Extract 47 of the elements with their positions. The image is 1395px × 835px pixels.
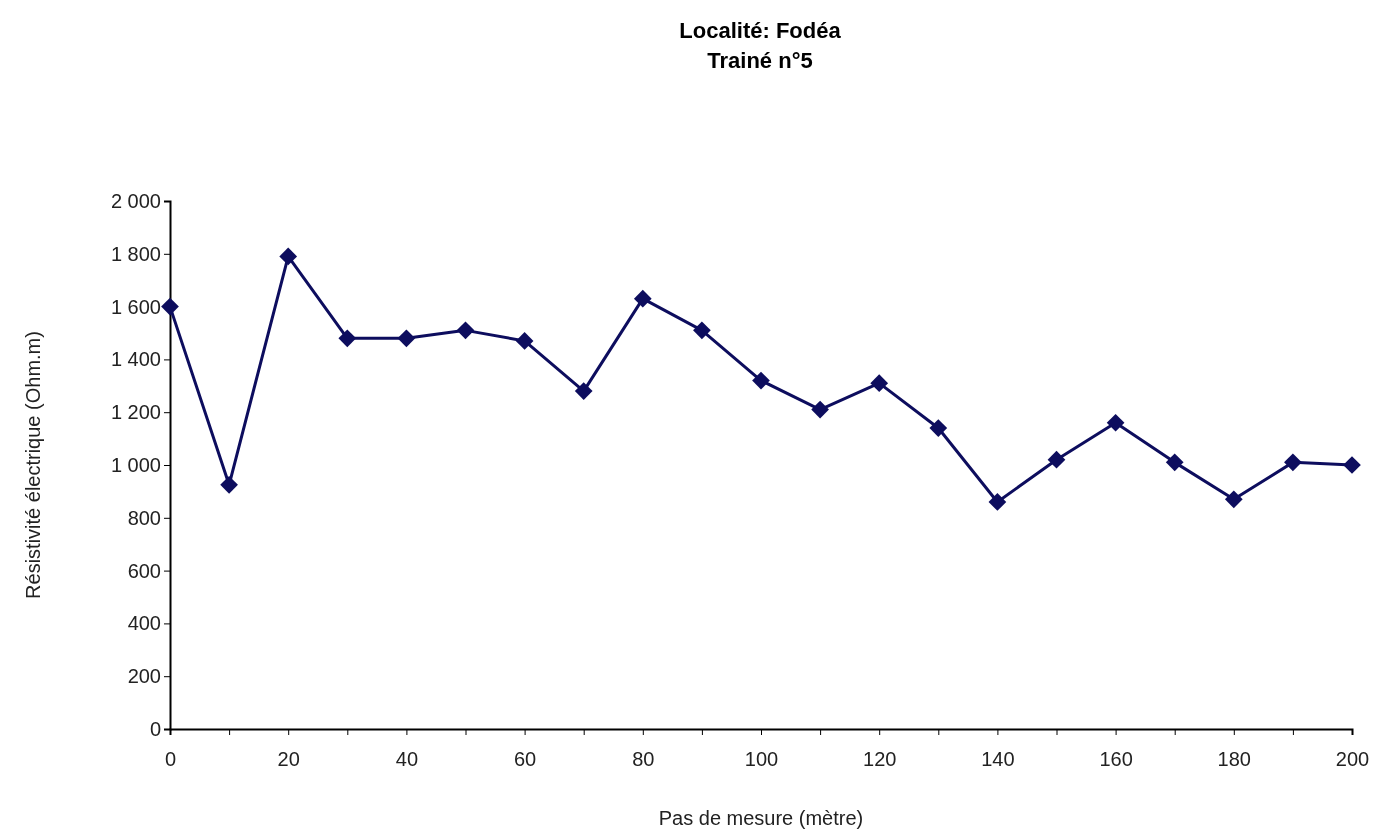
point xyxy=(811,400,829,419)
y-tick-label: 1 000 xyxy=(110,453,161,476)
chart-subtitle: Trainé n°5 xyxy=(707,48,813,73)
point xyxy=(456,321,475,340)
point xyxy=(1047,450,1066,469)
point xyxy=(161,297,179,316)
y-tick-label: 200 xyxy=(127,665,161,688)
x-tick-label: 160 xyxy=(1099,748,1133,770)
y-tick-label: 0 xyxy=(149,717,161,740)
x-axis-title: Pas de mesure (mètre) xyxy=(658,807,864,829)
x-tick-label: 120 xyxy=(863,748,897,770)
point xyxy=(929,419,948,437)
x-tick-label: 180 xyxy=(1217,748,1251,770)
y-tick-label: 400 xyxy=(127,612,161,635)
x-tick-label: 80 xyxy=(632,748,655,770)
y-tick-label: 2 000 xyxy=(110,189,161,212)
y-tick-label: 800 xyxy=(127,506,161,529)
point xyxy=(752,371,770,390)
x-tick-label: 20 xyxy=(277,748,300,770)
x-tick-label: 140 xyxy=(981,748,1015,770)
y-tick-label: 1 800 xyxy=(110,242,161,265)
point xyxy=(1106,413,1125,432)
point xyxy=(693,321,711,340)
point xyxy=(1224,490,1243,509)
point xyxy=(397,329,416,348)
point xyxy=(1343,456,1361,474)
point xyxy=(1165,453,1184,472)
point xyxy=(1284,453,1302,472)
chart-title: Localité: Fodéa xyxy=(679,18,842,43)
y-tick-label: 1 600 xyxy=(110,295,161,318)
x-tick-label: 40 xyxy=(395,748,419,770)
point xyxy=(633,289,652,308)
x-tick-label: 200 xyxy=(1335,748,1370,770)
point xyxy=(870,374,889,393)
point xyxy=(515,332,534,350)
x-tick-label: 60 xyxy=(513,748,537,770)
point xyxy=(574,382,593,400)
point xyxy=(279,247,298,266)
x-tick-label: 100 xyxy=(744,748,779,770)
point xyxy=(338,329,357,348)
y-tick-label: 1 200 xyxy=(110,401,161,424)
y-tick-label: 1 400 xyxy=(110,348,161,371)
y-axis-title: Résistivité électrique (Ohm.m) xyxy=(22,331,44,599)
y-tick-label: 600 xyxy=(127,559,161,582)
point xyxy=(988,493,1007,511)
point xyxy=(220,475,238,494)
x-tick-label: 0 xyxy=(164,748,177,770)
